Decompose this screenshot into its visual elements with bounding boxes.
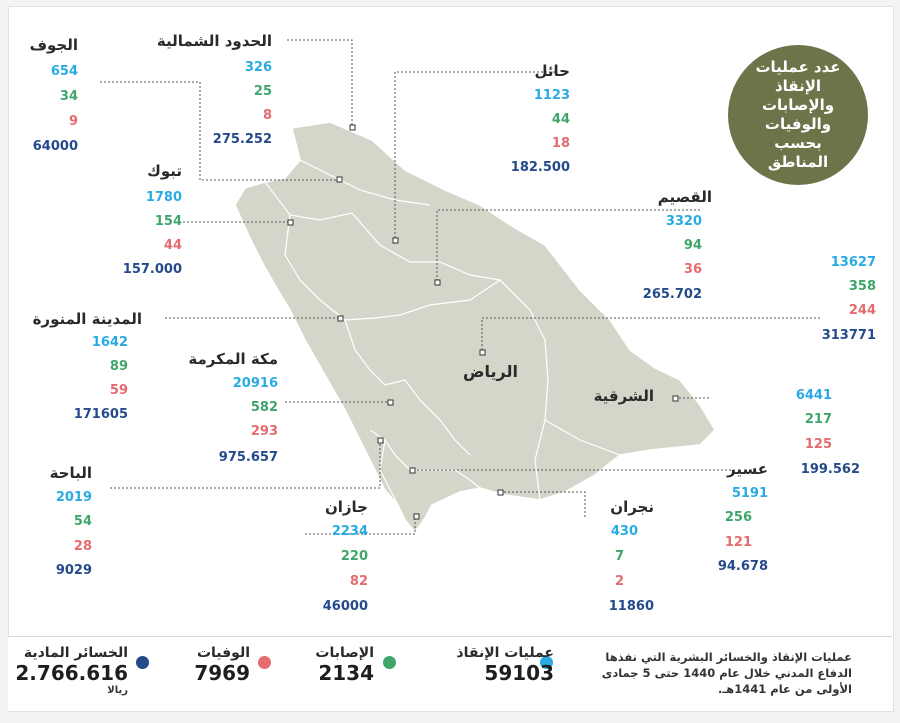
madinah-injuries: 89 bbox=[109, 359, 128, 374]
region-markers bbox=[287, 124, 679, 520]
legend-rescue-value: 59103 bbox=[484, 661, 554, 685]
makkah-deaths: 293 bbox=[250, 424, 278, 439]
injuries-legend-dot-icon bbox=[383, 656, 396, 669]
hail-rescue: 1123 bbox=[533, 88, 570, 103]
legend-rescue: عمليات الإنقاذ 59103 bbox=[456, 645, 554, 685]
qassim-injuries: 94 bbox=[683, 238, 702, 253]
title-badge: عدد عمليات الإنقاذ والإصابات والوفيات بح… bbox=[728, 45, 868, 185]
asir-rescue: 5191 bbox=[731, 486, 768, 501]
baha-rescue: 2019 bbox=[55, 490, 92, 505]
legend-injuries-label: الإصابات bbox=[315, 645, 374, 661]
region-label-jouf: الجوف bbox=[29, 36, 78, 54]
qassim-rescue: 3320 bbox=[665, 214, 702, 229]
rescue-legend-dot-icon bbox=[540, 656, 553, 669]
makkah-rescue: 20916 bbox=[232, 376, 278, 391]
region-label-northern-borders: الحدود الشمالية bbox=[156, 32, 272, 50]
najran-rescue: 430 bbox=[610, 524, 638, 539]
region-label-qassim: القصيم bbox=[657, 188, 712, 206]
region-label-makkah: مكة المكرمة bbox=[188, 350, 278, 368]
jouf-losses: 64000 bbox=[32, 139, 78, 154]
najran-losses: 11860 bbox=[608, 599, 654, 614]
asir-losses: 94.678 bbox=[717, 559, 768, 574]
baha-deaths: 28 bbox=[73, 539, 92, 554]
region-label-madinah: المدينة المنورة bbox=[32, 310, 142, 328]
hail-injuries: 44 bbox=[551, 112, 570, 127]
najran-injuries: 7 bbox=[614, 549, 624, 564]
tabuk-losses: 157.000 bbox=[122, 262, 182, 277]
legend-injuries: الإصابات 2134 bbox=[315, 645, 374, 685]
asir-injuries: 256 bbox=[724, 510, 752, 525]
asir-deaths: 121 bbox=[724, 535, 752, 550]
eastern-rescue: 6441 bbox=[795, 388, 832, 403]
qassim-losses: 265.702 bbox=[642, 287, 702, 302]
region-label-najran: نجران bbox=[610, 498, 654, 516]
legend-losses-value: 2.766.616 bbox=[15, 661, 128, 685]
region-label-jazan: جازان bbox=[324, 498, 368, 516]
baha-losses: 9029 bbox=[55, 563, 92, 578]
northern-deaths: 8 bbox=[262, 108, 272, 123]
region-label-asir: عسير bbox=[727, 460, 768, 478]
losses-legend-dot-icon bbox=[136, 656, 149, 669]
madinah-deaths: 59 bbox=[109, 383, 128, 398]
legend-injuries-value: 2134 bbox=[318, 661, 374, 685]
jazan-rescue: 2234 bbox=[331, 524, 368, 539]
hail-deaths: 18 bbox=[551, 136, 570, 151]
deaths-legend-dot-icon bbox=[258, 656, 271, 669]
region-label-tabuk: تبوك bbox=[147, 162, 182, 180]
region-label-riyadh: الرياض bbox=[463, 362, 518, 381]
eastern-injuries: 217 bbox=[804, 412, 832, 427]
tabuk-injuries: 154 bbox=[154, 214, 182, 229]
madinah-losses: 171605 bbox=[73, 407, 128, 422]
jouf-deaths: 9 bbox=[68, 114, 78, 129]
northern-injuries: 25 bbox=[253, 84, 272, 99]
jazan-losses: 46000 bbox=[322, 599, 368, 614]
makkah-injuries: 582 bbox=[250, 400, 278, 415]
baha-injuries: 54 bbox=[73, 514, 92, 529]
northern-rescue: 326 bbox=[244, 60, 272, 75]
footer-note: عمليات الإنقاذ والخسائر البشرية التي نفذ… bbox=[601, 650, 852, 696]
legend-deaths-value: 7969 bbox=[194, 661, 250, 685]
jouf-injuries: 34 bbox=[59, 89, 78, 104]
legend-deaths: الوفيات 7969 bbox=[194, 645, 250, 685]
jazan-deaths: 82 bbox=[349, 574, 368, 589]
makkah-losses: 975.657 bbox=[218, 450, 278, 465]
northern-losses: 275.252 bbox=[212, 132, 272, 147]
jazan-injuries: 220 bbox=[340, 549, 368, 564]
qassim-deaths: 36 bbox=[683, 262, 702, 277]
legend-losses-label: الخسائر المادية bbox=[23, 645, 128, 661]
najran-deaths: 2 bbox=[614, 574, 624, 589]
tabuk-deaths: 44 bbox=[163, 238, 182, 253]
region-borders bbox=[264, 159, 621, 506]
region-label-baha: الباحة bbox=[49, 464, 92, 482]
jouf-rescue: 654 bbox=[50, 64, 78, 79]
legend-losses: الخسائر المادية 2.766.616 ريالا bbox=[15, 645, 128, 696]
riyadh-deaths: 244 bbox=[848, 303, 876, 318]
legend-footer: عمليات الإنقاذ والخسائر البشرية التي نفذ… bbox=[8, 636, 892, 711]
region-label-eastern: الشرقية bbox=[593, 387, 654, 405]
region-label-hail: حائل bbox=[534, 62, 570, 80]
eastern-deaths: 125 bbox=[804, 437, 832, 452]
legend-rescue-label: عمليات الإنقاذ bbox=[456, 645, 554, 661]
riyadh-losses: 313771 bbox=[821, 328, 876, 343]
riyadh-rescue: 13627 bbox=[830, 255, 876, 270]
legend-deaths-label: الوفيات bbox=[196, 645, 250, 661]
tabuk-rescue: 1780 bbox=[145, 190, 182, 205]
riyadh-injuries: 358 bbox=[848, 279, 876, 294]
legend-losses-unit: ريالا bbox=[107, 685, 128, 696]
leader-lines bbox=[100, 39, 820, 535]
madinah-rescue: 1642 bbox=[91, 335, 128, 350]
eastern-losses: 199.562 bbox=[800, 462, 860, 477]
hail-losses: 182.500 bbox=[510, 160, 570, 175]
